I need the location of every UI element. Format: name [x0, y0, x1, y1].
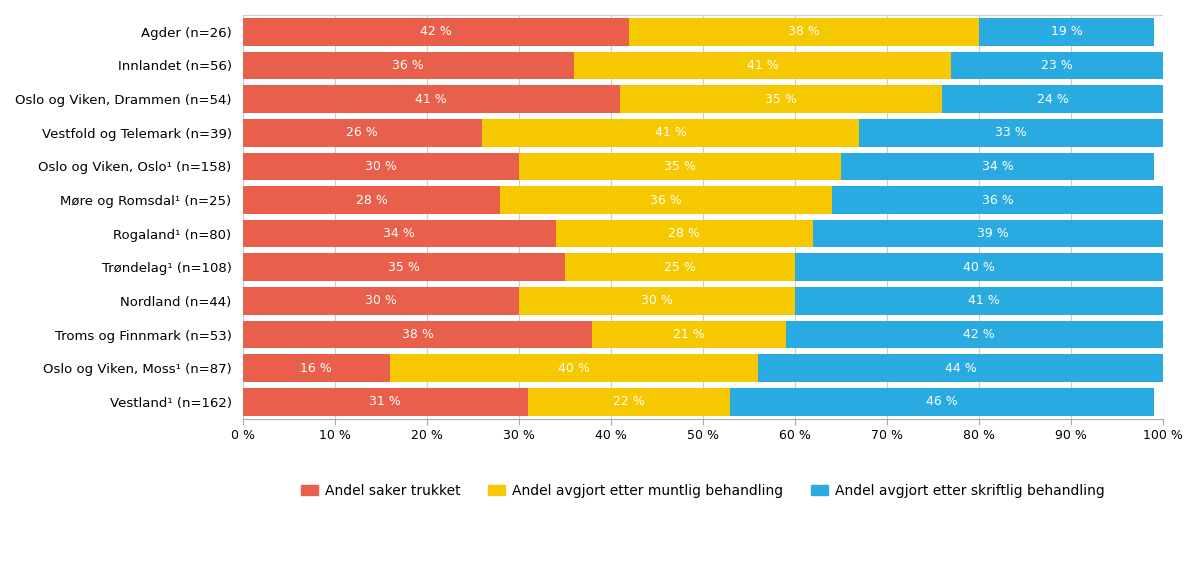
Bar: [528, 388, 731, 416]
Bar: [831, 186, 1163, 214]
Text: 42 %: 42 %: [963, 328, 994, 341]
Bar: [942, 85, 1163, 113]
Bar: [243, 220, 556, 248]
Bar: [731, 388, 1154, 416]
Bar: [556, 220, 813, 248]
Bar: [629, 18, 979, 45]
Text: 46 %: 46 %: [926, 395, 958, 408]
Text: 41 %: 41 %: [968, 294, 999, 307]
Text: 33 %: 33 %: [996, 126, 1027, 139]
Text: 30 %: 30 %: [364, 294, 397, 307]
Text: 28 %: 28 %: [356, 194, 387, 207]
Bar: [574, 52, 951, 80]
Bar: [592, 321, 786, 348]
Bar: [243, 186, 501, 214]
Bar: [841, 153, 1154, 180]
Bar: [564, 253, 795, 281]
Bar: [243, 354, 389, 382]
Text: 41 %: 41 %: [416, 93, 447, 106]
Bar: [979, 18, 1154, 45]
Text: 34 %: 34 %: [383, 227, 415, 240]
Bar: [243, 253, 564, 281]
Text: 38 %: 38 %: [788, 26, 819, 38]
Bar: [519, 153, 841, 180]
Text: 42 %: 42 %: [420, 26, 452, 38]
Bar: [519, 287, 795, 315]
Bar: [243, 153, 519, 180]
Legend: Andel saker trukket, Andel avgjort etter muntlig behandling, Andel avgjort etter: Andel saker trukket, Andel avgjort etter…: [296, 478, 1109, 503]
Text: 41 %: 41 %: [746, 59, 779, 72]
Text: 19 %: 19 %: [1051, 26, 1082, 38]
Text: 35 %: 35 %: [664, 160, 696, 173]
Text: 34 %: 34 %: [981, 160, 1014, 173]
Bar: [951, 52, 1163, 80]
Text: 40 %: 40 %: [963, 261, 994, 274]
Text: 39 %: 39 %: [976, 227, 1009, 240]
Text: 41 %: 41 %: [655, 126, 686, 139]
Bar: [813, 220, 1173, 248]
Bar: [795, 253, 1163, 281]
Text: 38 %: 38 %: [401, 328, 434, 341]
Text: 30 %: 30 %: [364, 160, 397, 173]
Bar: [243, 52, 574, 80]
Text: 16 %: 16 %: [301, 362, 332, 375]
Text: 28 %: 28 %: [668, 227, 701, 240]
Text: 23 %: 23 %: [1041, 59, 1073, 72]
Text: 35 %: 35 %: [766, 93, 797, 106]
Text: 21 %: 21 %: [673, 328, 704, 341]
Text: 26 %: 26 %: [346, 126, 379, 139]
Bar: [859, 119, 1163, 147]
Text: 22 %: 22 %: [613, 395, 645, 408]
Bar: [758, 354, 1163, 382]
Bar: [389, 354, 758, 382]
Bar: [243, 119, 482, 147]
Bar: [243, 321, 592, 348]
Bar: [621, 85, 942, 113]
Text: 35 %: 35 %: [388, 261, 419, 274]
Text: 25 %: 25 %: [664, 261, 696, 274]
Bar: [501, 186, 831, 214]
Bar: [243, 388, 528, 416]
Text: 31 %: 31 %: [369, 395, 401, 408]
Text: 24 %: 24 %: [1036, 93, 1069, 106]
Text: 36 %: 36 %: [981, 194, 1014, 207]
Bar: [243, 287, 519, 315]
Bar: [786, 321, 1173, 348]
Bar: [243, 18, 629, 45]
Text: 36 %: 36 %: [393, 59, 424, 72]
Text: 36 %: 36 %: [651, 194, 682, 207]
Bar: [243, 85, 621, 113]
Text: 40 %: 40 %: [558, 362, 589, 375]
Bar: [795, 287, 1173, 315]
Text: 44 %: 44 %: [945, 362, 976, 375]
Text: 30 %: 30 %: [641, 294, 673, 307]
Bar: [482, 119, 859, 147]
